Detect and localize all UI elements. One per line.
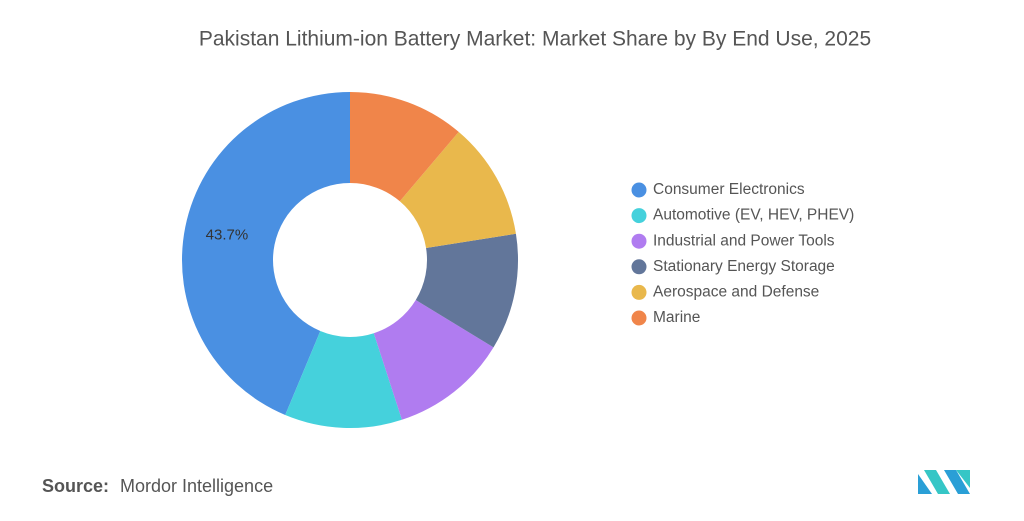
logo bbox=[918, 470, 970, 494]
source: Mordor Intelligence bbox=[120, 476, 273, 496]
donut-segment bbox=[285, 331, 402, 428]
legend-marker bbox=[631, 233, 647, 249]
legend-marker bbox=[631, 182, 647, 198]
data-label: 43.7% bbox=[206, 226, 249, 243]
donut-segment bbox=[415, 233, 518, 348]
legend-marker bbox=[631, 284, 647, 300]
source-label: Source: bbox=[42, 476, 109, 496]
legend-marker bbox=[631, 259, 647, 275]
legend-label: Marine bbox=[653, 309, 700, 326]
legend-marker bbox=[631, 208, 647, 224]
donut-segment bbox=[181, 92, 350, 416]
donut-segment bbox=[399, 131, 516, 248]
legend-label: Stationary Energy Storage bbox=[653, 258, 835, 275]
legend-label: Automotive (EV, HEV, PHEV) bbox=[653, 207, 854, 224]
donut-segment bbox=[350, 92, 459, 202]
legend-marker bbox=[631, 310, 647, 326]
donut-segment bbox=[373, 300, 494, 420]
legend-label: Consumer Electronics bbox=[653, 181, 805, 198]
chart-title: Pakistan Lithium-ion Battery Market: Mar… bbox=[199, 28, 871, 51]
legend-label: Aerospace and Defense bbox=[653, 283, 819, 300]
legend-label: Industrial and Power Tools bbox=[653, 232, 835, 249]
